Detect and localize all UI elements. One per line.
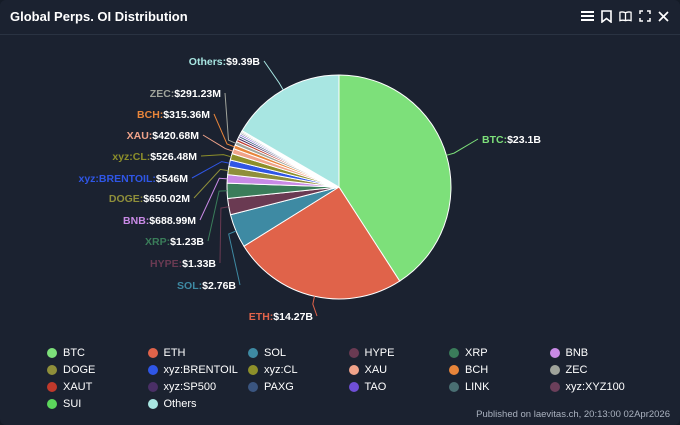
leader-line-xyz-brentoil xyxy=(191,161,230,179)
leader-line-hype xyxy=(219,206,229,264)
data-label-btc: BTC:$23.1B xyxy=(482,134,541,146)
legend-label: SUI xyxy=(63,398,82,410)
legend-label: HYPE xyxy=(364,347,395,359)
toolbar xyxy=(581,8,670,24)
leader-line-others xyxy=(263,60,284,91)
fullscreen-icon[interactable] xyxy=(638,8,651,24)
data-label-xyz-cl: xyz:CL:$526.48M xyxy=(112,151,197,163)
data-label-zec: ZEC:$291.23M xyxy=(150,88,221,100)
legend-swatch xyxy=(549,382,560,392)
leader-line-bnb xyxy=(199,177,228,221)
legend-swatch xyxy=(147,365,158,375)
published-note: Published on laevitas.ch, 20:13:00 02Apr… xyxy=(476,409,670,420)
legend-label: ETH xyxy=(163,347,186,359)
data-label-eth: ETH:$14.27B xyxy=(249,311,314,323)
legend-label: PAXG xyxy=(264,381,294,393)
legend-swatch xyxy=(449,348,459,358)
legend-swatch xyxy=(549,365,560,375)
legend-swatch xyxy=(348,348,359,358)
legend-item-btc[interactable]: BTC xyxy=(47,346,148,360)
legend-item-hype[interactable]: HYPE xyxy=(348,346,450,360)
legend-swatch xyxy=(449,382,459,392)
legend-item-xrp[interactable]: XRP xyxy=(449,346,550,360)
legend-swatch xyxy=(248,365,258,375)
bookmark-icon[interactable] xyxy=(600,8,613,24)
legend-item-zec[interactable]: ZEC xyxy=(549,363,651,377)
legend-item-xyz-cl[interactable]: xyz:CL xyxy=(248,363,349,377)
leader-line-xyz-cl xyxy=(200,154,232,158)
legend-label: BNB xyxy=(565,347,589,359)
legend-item-link[interactable]: LINK xyxy=(449,380,550,394)
legend-item-bnb[interactable]: BNB xyxy=(549,346,651,360)
legend-item-xyz-brentoil[interactable]: xyz:BRENTOIL xyxy=(147,363,249,377)
legend-item-bch[interactable]: BCH xyxy=(449,363,550,377)
leader-line-xrp xyxy=(207,190,228,242)
legend-label: xyz:BRENTOIL xyxy=(163,364,238,376)
leader-line-bch xyxy=(213,113,235,148)
legend-swatch xyxy=(47,399,57,409)
legend-item-xaut[interactable]: XAUT xyxy=(47,380,148,394)
legend-swatch xyxy=(147,382,158,392)
legend-item-xyz-xyz100[interactable]: xyz:XYZ100 xyxy=(549,380,651,394)
leader-line-doge xyxy=(193,168,229,199)
pie-chart: BTC:$23.1B ETH:$14.27B SOL:$2.76B HYPE:$1.3… xyxy=(78,56,541,323)
leader-line-sol xyxy=(228,230,241,286)
legend-label: BTC xyxy=(63,347,85,359)
legend-swatch xyxy=(348,365,359,375)
legend-swatch xyxy=(47,348,57,358)
data-label-sol: SOL:$2.76B xyxy=(177,280,236,292)
legend-swatch xyxy=(549,348,560,358)
legend-label: LINK xyxy=(465,381,490,393)
legend-label: xyz:SP500 xyxy=(163,381,217,393)
pie-slice-eth[interactable] xyxy=(243,186,401,300)
data-label-hype: HYPE:$1.33B xyxy=(150,258,216,270)
legend-label: DOGE xyxy=(63,364,96,376)
legend-swatch xyxy=(147,399,158,409)
legend-swatch xyxy=(248,348,258,358)
legend-swatch xyxy=(348,382,359,392)
legend-item-xau[interactable]: XAU xyxy=(348,363,450,377)
legend-swatch xyxy=(47,382,57,392)
legend-label: XAUT xyxy=(63,381,93,393)
legend-swatch xyxy=(147,348,158,358)
data-label-xyz-brentoil: xyz:BRENTOIL:$546M xyxy=(78,173,188,185)
legend-item-xyz-sp500[interactable]: xyz:SP500 xyxy=(147,380,249,394)
legend-label: xyz:XYZ100 xyxy=(565,381,625,393)
data-label-others: Others:$9.39B xyxy=(189,56,261,68)
leader-line-zec xyxy=(224,92,237,144)
legend-swatch xyxy=(47,365,57,375)
legend-label: BCH xyxy=(465,364,489,376)
chart-title: Global Perps. OI Distribution xyxy=(10,9,188,24)
data-label-bnb: BNB:$688.99M xyxy=(123,215,196,227)
legend-label: XRP xyxy=(465,347,488,359)
data-label-xrp: XRP:$1.23B xyxy=(145,236,204,248)
book-icon[interactable] xyxy=(619,8,632,24)
legend-item-others[interactable]: Others xyxy=(147,397,249,411)
legend-item-sui[interactable]: SUI xyxy=(47,397,148,411)
legend-label: TAO xyxy=(364,381,387,393)
leader-line-btc xyxy=(446,138,479,156)
legend-swatch xyxy=(449,365,459,375)
legend-item-tao[interactable]: TAO xyxy=(348,380,450,394)
panel-header: Global Perps. OI Distribution xyxy=(0,0,680,35)
legend-swatch xyxy=(248,382,258,392)
data-label-xau: XAU:$420.68M xyxy=(127,130,200,142)
legend-item-eth[interactable]: ETH xyxy=(147,346,249,360)
legend-label: ZEC xyxy=(565,364,588,376)
legend-item-doge[interactable]: DOGE xyxy=(47,363,148,377)
close-icon[interactable] xyxy=(657,8,670,24)
chart-legend: BTC ETH SOL HYPE XRP BNB DOGE xyz:BRENTOIL xyz:C… xyxy=(47,346,667,411)
legend-item-paxg[interactable]: PAXG xyxy=(248,380,349,394)
menu-icon[interactable] xyxy=(581,8,594,24)
leader-line-eth xyxy=(312,296,318,317)
legend-item-sol[interactable]: SOL xyxy=(248,346,349,360)
data-label-doge: DOGE:$650.02M xyxy=(109,193,190,205)
legend-label: xyz:CL xyxy=(264,364,298,376)
data-label-bch: BCH:$315.36M xyxy=(137,109,210,121)
legend-label: SOL xyxy=(264,347,287,359)
leader-line-xau xyxy=(202,134,234,152)
legend-label: Others xyxy=(163,398,197,410)
legend-label: XAU xyxy=(364,364,388,376)
